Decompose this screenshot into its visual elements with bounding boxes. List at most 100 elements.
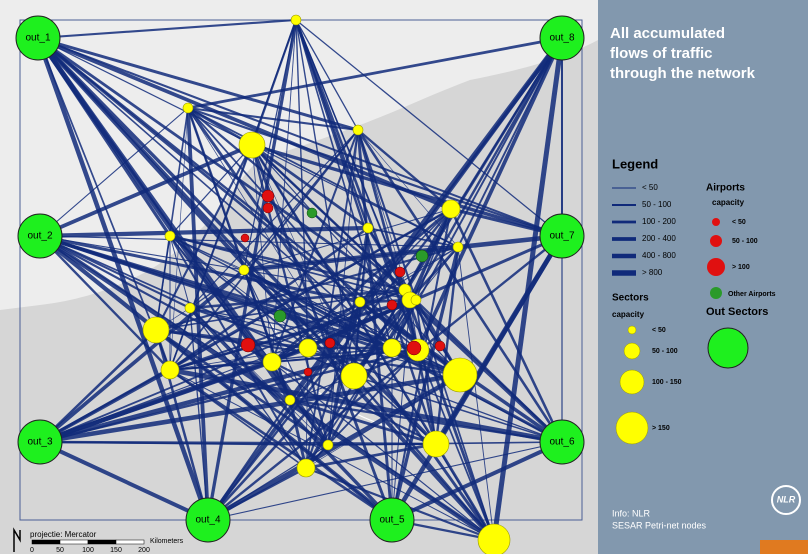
flow-edge (169, 369, 495, 541)
airport-label: > 100 (732, 264, 750, 271)
airport-node (324, 337, 336, 349)
airport-label: < 50 (732, 219, 746, 226)
flow-edge (39, 235, 171, 371)
flow-edge (251, 143, 563, 238)
flow-edge (271, 19, 297, 363)
airports-subtitle: capacity (712, 198, 745, 207)
flow-edge (295, 19, 309, 349)
sector-swatch (623, 342, 641, 360)
flow-edge (289, 399, 495, 541)
sector-node (296, 458, 316, 478)
network-edges (35, 18, 565, 542)
scale-label: 0 (30, 547, 34, 554)
flow-edge (187, 106, 563, 238)
flow-edge (189, 307, 309, 349)
flow-edge (169, 234, 406, 292)
out-node (17, 213, 63, 259)
out-node-label: out_7 (549, 231, 574, 242)
scale-segment (31, 539, 61, 545)
flow-edge (37, 36, 452, 211)
logo-text: NLR (777, 494, 796, 504)
out-node (185, 497, 231, 543)
flow-edge (39, 372, 461, 445)
flow-edge (357, 129, 452, 210)
flow-edge (353, 375, 563, 443)
other-airport-node (415, 249, 429, 263)
flow-label: < 50 (642, 183, 658, 192)
flow-edge (187, 36, 563, 110)
flow-edge (39, 143, 253, 238)
flow-edge (169, 368, 393, 522)
flow-edge (416, 37, 564, 351)
flow-edge (305, 301, 361, 469)
flow-edge (295, 19, 359, 131)
flow-edge (169, 235, 309, 349)
flow-edge (415, 299, 495, 541)
flow-edge (305, 374, 461, 469)
flow-edge (187, 107, 459, 248)
flow-edge (187, 107, 361, 303)
flow-edge (207, 235, 563, 521)
title-line: through the network (610, 65, 756, 82)
flow-edge (305, 442, 437, 470)
flow-edge (155, 235, 171, 331)
flow-edge (39, 329, 157, 443)
sector-node (340, 362, 368, 390)
sector-node (262, 352, 282, 372)
sector-node (352, 124, 364, 136)
other-airport-label: Other Airports (728, 291, 776, 298)
sectors-subtitle: capacity (612, 310, 645, 319)
flow-edge (251, 143, 369, 230)
flow-edge (39, 225, 369, 239)
airport-node (386, 299, 398, 311)
sector-node (164, 230, 176, 242)
flow-edge (169, 347, 309, 371)
info-line: SESAR Petri-net nodes (612, 520, 707, 530)
out-sector-swatch (707, 327, 749, 369)
flow-edge (288, 36, 564, 402)
north-arrow (13, 527, 21, 552)
sector-node (477, 523, 511, 554)
flow-edge (35, 37, 211, 521)
out-node (539, 213, 585, 259)
sector-swatch (627, 325, 637, 335)
title-line: flows of traffic (610, 45, 713, 62)
flow-edge (356, 129, 564, 443)
airport-swatch (712, 218, 720, 226)
flow-label: > 800 (642, 268, 663, 277)
flow-edge (391, 208, 452, 349)
airports-title: Airports (706, 183, 745, 194)
flow-edge (243, 19, 297, 271)
flow-edge (37, 18, 297, 40)
out-sectors-title: Out Sectors (706, 306, 768, 318)
flow-edge (189, 307, 419, 351)
out-node-label: out_3 (27, 437, 52, 448)
flow-edge (169, 144, 253, 237)
out-node (539, 15, 585, 61)
flow-label: 200 - 400 (642, 234, 676, 243)
sector-node (452, 241, 464, 253)
flow-edge (37, 36, 411, 302)
flow-edge (403, 289, 438, 445)
side-panel (598, 0, 808, 554)
other-airport-node (306, 207, 318, 219)
title-line: All accumulated (610, 25, 725, 42)
flow-edge (169, 235, 355, 377)
flow-edge (271, 361, 437, 445)
flow-edge (38, 268, 246, 444)
flow-edge (251, 144, 355, 377)
flow-edge (359, 208, 452, 303)
flow-edge (457, 246, 495, 541)
scale-label: 50 (56, 547, 64, 554)
sector-node (410, 294, 422, 306)
flow-edge (169, 369, 307, 469)
flow-edge (169, 235, 191, 309)
sector-swatch (619, 369, 645, 395)
flow-edge (155, 245, 459, 332)
out-node (369, 497, 415, 543)
airport-node (262, 202, 274, 214)
flow-edge (271, 300, 361, 364)
airport-label: 50 - 100 (732, 238, 758, 245)
flow-edge (189, 307, 209, 521)
